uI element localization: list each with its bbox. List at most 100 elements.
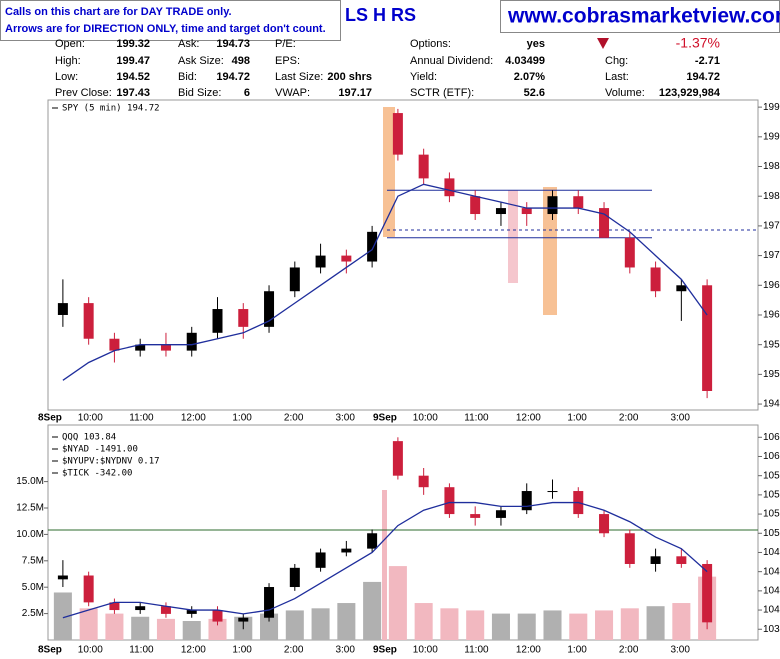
highlight bbox=[508, 190, 518, 283]
candle-body bbox=[702, 285, 713, 391]
y-tick-label: 104.75 bbox=[763, 547, 780, 558]
quote-value: 197.17 bbox=[338, 87, 372, 99]
volume-bar bbox=[53, 592, 72, 640]
candle-body bbox=[186, 332, 197, 351]
candle-body bbox=[521, 208, 532, 215]
x-tick-label: 3:00 bbox=[670, 413, 690, 424]
quote-label: Options: bbox=[410, 38, 451, 50]
y-tick-label: 106.00 bbox=[763, 451, 780, 462]
x-tick-label: 9Sep bbox=[373, 645, 397, 656]
y-tick-label: 198.0 bbox=[763, 191, 780, 202]
quote-value: 194.52 bbox=[116, 71, 150, 83]
candle-body bbox=[135, 344, 146, 351]
y-tick-label: 196.0 bbox=[763, 310, 780, 321]
quote-label: Volume: bbox=[605, 87, 645, 99]
volume-bar bbox=[491, 613, 510, 640]
quote-value: 194.72 bbox=[216, 71, 250, 83]
y-tick-label: 197.0 bbox=[763, 250, 780, 261]
x-tick-label: 1:00 bbox=[567, 645, 587, 656]
volume-bar bbox=[260, 613, 279, 640]
site: www.cobrasmarketview.com bbox=[507, 5, 780, 28]
y-tick-label: 199.0 bbox=[763, 131, 780, 142]
candle-body bbox=[650, 556, 661, 564]
y-tick-label: 105.75 bbox=[763, 470, 780, 481]
quote-value: -2.71 bbox=[695, 55, 720, 67]
quote-label: Chg: bbox=[605, 55, 628, 67]
quote-label: Open: bbox=[55, 38, 85, 50]
candle-body bbox=[367, 231, 378, 262]
y-tick-label: 106.25 bbox=[763, 432, 780, 443]
x-tick-label: 2:00 bbox=[619, 645, 639, 656]
legend-label: QQQ 103.84 bbox=[62, 433, 116, 443]
candle-body bbox=[315, 552, 326, 568]
candle-body bbox=[702, 563, 713, 623]
x-tick-label: 11:00 bbox=[129, 413, 154, 424]
volume-bar bbox=[337, 603, 356, 640]
quote-value: 2.07% bbox=[514, 71, 545, 83]
x-tick-label: 8Sep bbox=[38, 645, 62, 656]
candle-body bbox=[315, 255, 326, 268]
volume-bar bbox=[388, 566, 407, 640]
quote-label: P/E: bbox=[275, 38, 296, 50]
candle-body bbox=[547, 491, 558, 493]
candle-body bbox=[83, 303, 94, 339]
highlight bbox=[543, 187, 557, 315]
quote-value: 4.03499 bbox=[505, 55, 545, 67]
candle-body bbox=[341, 255, 352, 262]
candle-body bbox=[264, 291, 275, 327]
x-tick-label: 11:00 bbox=[129, 645, 154, 656]
y-tick-label: 104.50 bbox=[763, 566, 780, 577]
candle-body bbox=[676, 285, 687, 292]
x-tick-label: 8Sep bbox=[38, 413, 62, 424]
quote-value: 123,929,984 bbox=[659, 87, 721, 99]
quote-value: 52.6 bbox=[524, 87, 545, 99]
x-tick-label: 1:00 bbox=[232, 645, 252, 656]
quote-value: 200 shrs bbox=[327, 71, 372, 83]
quote-label: High: bbox=[55, 55, 81, 67]
quote-label: VWAP: bbox=[275, 87, 310, 99]
x-tick-label: 2:00 bbox=[619, 413, 639, 424]
candle-body bbox=[392, 441, 403, 476]
volume-bar bbox=[208, 618, 227, 640]
x-tick-label: 12:00 bbox=[181, 645, 206, 656]
y-tick-label: 195.0 bbox=[763, 369, 780, 380]
x-tick-label: 10:00 bbox=[78, 645, 103, 656]
x-tick-label: 11:00 bbox=[464, 645, 489, 656]
candle-body bbox=[470, 514, 481, 518]
candle-body bbox=[470, 196, 481, 215]
quote-label: Last Size: bbox=[275, 71, 323, 83]
quote-value: 6 bbox=[244, 87, 250, 99]
legend-label: SPY (5 min) 194.72 bbox=[62, 104, 160, 114]
candle-body bbox=[341, 548, 352, 553]
y2-tick-label: 2.5M bbox=[22, 608, 44, 619]
candle-body bbox=[547, 196, 558, 215]
candle-body bbox=[418, 475, 429, 488]
volume-bar bbox=[311, 608, 330, 640]
quote-value: yes bbox=[527, 38, 545, 50]
x-tick-label: 1:00 bbox=[567, 413, 587, 424]
moving-average bbox=[62, 183, 708, 381]
volume-bar bbox=[414, 603, 433, 640]
quote-value: 498 bbox=[232, 55, 250, 67]
x-tick-label: 1:00 bbox=[232, 413, 252, 424]
y-tick-label: 105.50 bbox=[763, 490, 780, 501]
volume-bar bbox=[363, 581, 382, 640]
candle-body bbox=[83, 575, 94, 603]
quote-label: EPS: bbox=[275, 55, 300, 67]
quote-label: Yield: bbox=[410, 71, 437, 83]
x-tick-label: 10:00 bbox=[78, 413, 103, 424]
volume-bar bbox=[105, 613, 124, 640]
candle-body bbox=[238, 309, 249, 327]
volume-bar bbox=[466, 610, 485, 640]
legend-label: $TICK -342.00 bbox=[62, 469, 132, 479]
quote-label: Bid Size: bbox=[178, 87, 221, 99]
notice: Arrows are for DIRECTION ONLY, time and … bbox=[5, 23, 326, 35]
candle-body bbox=[573, 196, 584, 209]
quote-label: Low: bbox=[55, 71, 78, 83]
candle-body bbox=[57, 303, 68, 315]
y2-tick-label: 5.0M bbox=[22, 582, 44, 593]
candle-body bbox=[212, 610, 223, 622]
volume-bar bbox=[646, 606, 665, 640]
y-tick-label: 195.5 bbox=[763, 339, 780, 350]
